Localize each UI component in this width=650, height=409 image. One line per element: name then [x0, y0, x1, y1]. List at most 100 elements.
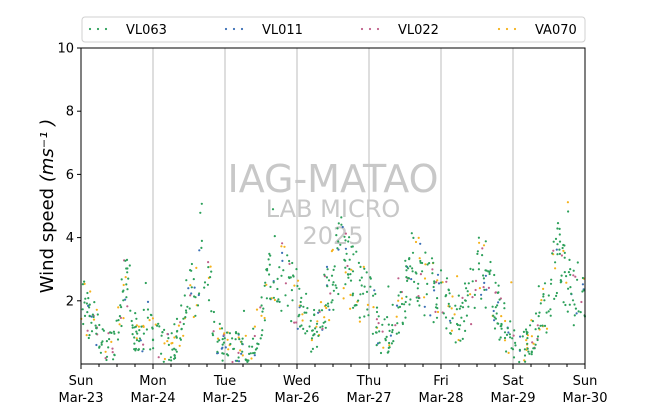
data-point — [186, 305, 189, 308]
data-point — [497, 301, 500, 304]
legend-marker — [368, 27, 372, 31]
x-tick-day: Tue — [213, 374, 236, 389]
data-point — [541, 324, 544, 327]
data-point — [231, 337, 234, 340]
data-point — [182, 322, 185, 326]
data-point — [506, 327, 509, 330]
data-point — [445, 277, 449, 280]
data-point — [151, 338, 155, 341]
data-point — [467, 282, 470, 285]
data-point — [195, 266, 198, 269]
legend-marker — [88, 27, 92, 31]
data-point — [267, 258, 270, 261]
y-tick-label: 6 — [66, 168, 74, 183]
data-point — [539, 324, 542, 327]
data-point — [435, 316, 439, 319]
data-point — [325, 276, 328, 279]
data-point — [229, 342, 232, 346]
data-point — [347, 240, 350, 243]
data-point — [169, 356, 172, 359]
data-point — [218, 327, 222, 330]
data-point — [418, 257, 421, 260]
data-point — [317, 311, 320, 314]
data-point — [433, 280, 436, 283]
data-point — [554, 237, 558, 240]
data-point — [529, 324, 532, 327]
data-point — [463, 320, 466, 323]
data-point — [276, 277, 279, 280]
data-point — [344, 283, 347, 286]
data-point — [256, 342, 259, 345]
data-point — [445, 327, 448, 330]
data-point — [464, 299, 467, 302]
data-point — [142, 343, 145, 346]
data-point — [117, 319, 120, 322]
data-point — [397, 299, 400, 302]
legend-label: VL022 — [398, 23, 439, 38]
data-point — [180, 304, 183, 307]
data-point — [300, 296, 303, 299]
data-point — [560, 274, 563, 277]
data-point — [461, 301, 464, 304]
data-point — [332, 281, 335, 284]
data-point — [133, 336, 136, 339]
data-point — [558, 252, 562, 255]
data-point — [404, 310, 407, 313]
data-point — [576, 261, 579, 264]
data-point — [573, 314, 576, 317]
data-point — [564, 303, 567, 307]
data-point — [173, 357, 176, 360]
data-point — [482, 277, 485, 280]
data-point — [514, 341, 517, 344]
data-point — [326, 302, 330, 305]
data-point — [318, 309, 321, 312]
data-point — [237, 332, 240, 335]
data-point — [100, 343, 103, 346]
data-point — [404, 259, 407, 262]
data-point — [142, 332, 145, 335]
data-point — [221, 346, 224, 349]
data-point — [454, 341, 457, 344]
data-point — [315, 325, 318, 328]
data-point — [562, 243, 565, 247]
data-point — [563, 271, 566, 274]
data-point — [431, 272, 434, 275]
data-point — [187, 287, 190, 290]
data-point — [126, 305, 129, 308]
data-point — [149, 348, 152, 351]
data-point — [436, 273, 440, 276]
data-point — [333, 265, 336, 268]
data-point — [337, 240, 340, 243]
data-point — [461, 337, 464, 340]
data-point — [569, 273, 572, 276]
data-point — [295, 268, 298, 271]
x-tick-date: Mar-29 — [491, 391, 536, 406]
data-point — [305, 292, 308, 295]
data-point — [421, 270, 424, 273]
data-point — [116, 338, 120, 341]
data-point — [455, 308, 458, 311]
data-point — [280, 309, 283, 312]
data-point — [407, 267, 410, 270]
data-point — [325, 265, 329, 268]
data-point — [179, 321, 182, 324]
data-point — [228, 332, 231, 335]
legend-item: VL011 — [224, 23, 303, 38]
data-point — [482, 244, 486, 247]
data-point — [436, 310, 440, 314]
x-tick-date: Mar-24 — [131, 391, 176, 406]
data-point — [298, 287, 301, 290]
data-point — [170, 359, 173, 362]
data-point — [88, 315, 91, 318]
data-point — [363, 315, 366, 318]
legend-marker — [240, 27, 244, 31]
data-point — [281, 242, 284, 245]
data-point — [341, 225, 344, 229]
data-point — [92, 315, 95, 319]
data-point — [137, 348, 140, 352]
data-point — [278, 266, 281, 269]
data-point — [485, 288, 488, 291]
data-point — [283, 245, 286, 248]
data-point — [226, 338, 229, 341]
data-point — [117, 306, 120, 309]
